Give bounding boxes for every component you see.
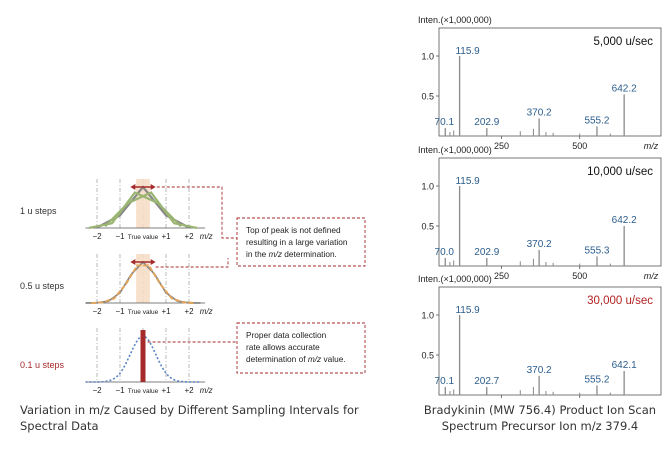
callout-text: Proper data collection	[246, 330, 327, 340]
sampling-row: 0.1 u steps −2 −1 True value +1 +2 m/z	[20, 328, 213, 395]
sampled-trace	[88, 191, 182, 229]
x-axis-unit: m/z	[644, 271, 659, 281]
axis-tick-label: +1	[161, 307, 171, 316]
spectrum-panel: Inten.(×1,000,000) 0.5 1.0 250 500 m/z 5,000 u…	[418, 15, 662, 151]
axis-tick-label: −1	[115, 307, 125, 316]
spectrum-panel: Inten.(×1,000,000) 0.5 1.0 250 500 m/z 10,000 …	[418, 145, 662, 281]
x-tick-label: 500	[572, 141, 587, 151]
arrowhead-left	[130, 259, 136, 265]
x-tick-label: 250	[494, 271, 509, 281]
axis-unit: m/z	[200, 386, 213, 395]
peak-label: 115.9	[455, 176, 480, 187]
plot-frame	[438, 27, 662, 137]
peak-label: 555.2	[584, 115, 609, 126]
spectra-panel: Inten.(×1,000,000) 0.5 1.0 250 500 m/z 5,000 u…	[418, 15, 662, 398]
axis-tick-label: True value	[128, 309, 159, 316]
peak-label: 202.9	[474, 247, 499, 258]
axis-tick-label: +2	[184, 386, 194, 395]
speed-label: 10,000 u/sec	[587, 166, 653, 178]
callout-text: rate allows accurate	[246, 342, 320, 352]
speed-label: 5,000 u/sec	[594, 36, 654, 48]
peak-label: 70.0	[435, 247, 455, 258]
spectrum-panel: Inten.(×1,000,000) 0.5 1.0 250 500 m/z 30,000 …	[418, 274, 662, 398]
peak-label: 370.2	[527, 239, 552, 250]
y-tick-label: 1.0	[421, 182, 434, 192]
peak-label: 202.9	[474, 117, 499, 128]
x-axis-unit: m/z	[644, 141, 659, 151]
peak-label: 555.2	[584, 374, 609, 385]
callout: Proper data collection rate allows accura…	[147, 322, 366, 374]
sampling-interval-diagram: 1 u steps−2 −1 True value +1 +2 m/z0.5 u step…	[20, 179, 366, 395]
y-tick-label: 0.5	[421, 351, 434, 361]
peak-label: 70.1	[435, 376, 455, 387]
right-caption: Bradykinin (MW 756.4) Product Ion Scan S…	[423, 403, 657, 433]
axis-tick-label: −1	[115, 232, 125, 241]
axis-tick-label: −1	[115, 386, 125, 395]
callout-leader	[156, 186, 237, 239]
y-tick-label: 1.0	[421, 311, 434, 321]
sampling-row: 1 u steps −2 −1 True value +1 +2 m/z	[20, 179, 213, 241]
peak-label: 70.1	[435, 117, 455, 128]
y-tick-label: 0.5	[421, 222, 434, 232]
axis-tick-label: −2	[92, 386, 102, 395]
y-axis-title: Inten.(×1,000,000)	[418, 274, 492, 284]
row-label: 0.1 u steps	[20, 360, 65, 370]
callout-text: determination of m/z value.	[246, 354, 346, 364]
axis-tick-label: −2	[92, 232, 102, 241]
callout-box	[236, 322, 366, 374]
left-caption: Variation in m/z Caused by Different Sam…	[20, 403, 359, 433]
speed-label: 30,000 u/sec	[587, 295, 653, 307]
peak-label: 555.3	[584, 245, 609, 256]
y-tick-label: 1.0	[421, 52, 434, 62]
peak-label: 370.2	[527, 107, 552, 118]
arrowhead-left	[130, 184, 136, 190]
arrowhead-right	[150, 184, 156, 190]
plot-frame	[438, 157, 662, 267]
axis-tick-label: +2	[184, 307, 194, 316]
y-tick-label: 0.5	[421, 92, 434, 102]
x-tick-label: 500	[572, 271, 587, 281]
axis-tick-label: +1	[161, 232, 171, 241]
row-label: 0.5 u steps	[20, 281, 65, 291]
axis-tick-label: −2	[92, 307, 102, 316]
peak-label: 642.2	[612, 215, 637, 226]
callout-leader	[155, 258, 229, 268]
axis-tick-label: True value	[128, 234, 159, 241]
true-value-marker	[140, 330, 146, 382]
x-tick-label: 250	[494, 141, 509, 151]
peak-label: 202.7	[474, 376, 499, 387]
callout-text: in the m/z determination.	[246, 249, 337, 259]
axis-tick-label: +1	[161, 386, 171, 395]
row-label: 1 u steps	[20, 206, 57, 216]
peak-label: 370.2	[527, 365, 552, 376]
callout: Top of peak is not defined resulting in a…	[155, 186, 366, 268]
axis-unit: m/z	[200, 307, 213, 316]
plot-frame	[438, 286, 662, 396]
peak-label: 115.9	[455, 305, 480, 316]
peak-label: 642.1	[612, 360, 637, 371]
axis-unit: m/z	[200, 232, 213, 241]
peak-label: 115.9	[455, 46, 480, 57]
callout-box	[236, 217, 366, 267]
arrowhead-right	[150, 259, 156, 265]
axis-tick-label: True value	[128, 388, 159, 395]
sampled-trace	[91, 264, 195, 304]
axis-tick-label: +2	[184, 232, 194, 241]
y-axis-title: Inten.(×1,000,000)	[418, 15, 492, 25]
peak-label: 642.2	[612, 83, 637, 94]
y-axis-title: Inten.(×1,000,000)	[418, 145, 492, 155]
callout-text: resulting in a large variation	[246, 237, 348, 247]
sampling-row: 0.5 u steps −2 −1 True value +1 +2 m/z	[20, 254, 213, 316]
callout-text: Top of peak is not defined	[246, 225, 341, 235]
